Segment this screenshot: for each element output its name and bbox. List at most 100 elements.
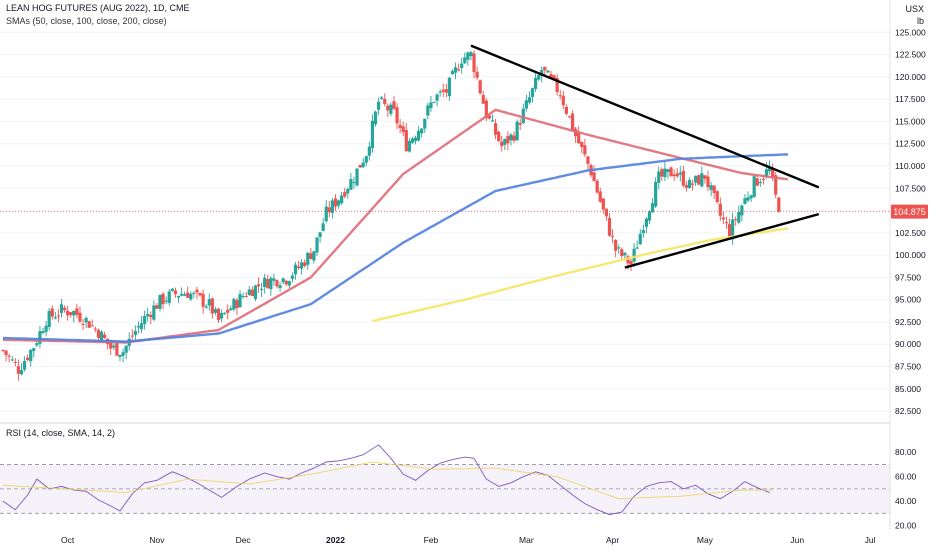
candle-body (380, 97, 384, 99)
candle-body (340, 195, 344, 204)
candle-body (515, 121, 519, 141)
trendline-lower (624, 212, 820, 269)
candle-body (4, 350, 8, 356)
candle-body (124, 345, 128, 353)
candle-body (663, 168, 667, 178)
candle-body (549, 74, 553, 78)
last-price-value: 104.875 (893, 207, 926, 217)
candle-body (561, 95, 565, 106)
candle-body (38, 331, 42, 344)
candle-body (143, 315, 147, 325)
candle-body (109, 342, 113, 349)
candle-body (75, 308, 79, 315)
candle-body (312, 251, 316, 261)
candle-body (767, 167, 772, 172)
candle-body (275, 280, 279, 287)
candle-body (734, 219, 738, 221)
candle-body (290, 275, 294, 279)
candle-body (139, 323, 144, 330)
candle-body (238, 294, 242, 308)
candle-body (247, 289, 251, 296)
candle-body (660, 169, 664, 177)
sma-200-line (372, 227, 789, 323)
price-axis[interactable]: 82.500 85.000 87.500 90.000 92.500 95.000 97.5… (895, 27, 926, 416)
candle-body (460, 63, 464, 69)
candle-body (146, 313, 150, 317)
sma-100-line (2, 153, 789, 343)
candle-body (426, 105, 430, 116)
candle-body (487, 115, 492, 119)
candle-body (570, 113, 575, 131)
rsi-tick-label: 40.00 (895, 496, 917, 506)
candle-body (641, 230, 645, 234)
candle-body (389, 104, 393, 114)
candle-body (93, 328, 97, 330)
candle-body (47, 311, 51, 327)
candle-body (718, 203, 722, 216)
candle-body (250, 289, 254, 297)
candle-body (84, 317, 88, 323)
candle-body (490, 120, 495, 122)
candle-body (195, 289, 199, 293)
candle-body (226, 309, 230, 313)
candle-body (681, 170, 685, 186)
candle-body (266, 279, 270, 289)
candle-body (87, 321, 91, 328)
time-tick-label: Dec (236, 535, 252, 545)
candle-body (438, 91, 442, 93)
candle-body (398, 124, 402, 129)
candle-body (364, 156, 368, 163)
candle-body (444, 89, 448, 93)
candle-body (512, 135, 516, 141)
candle-body (746, 197, 750, 201)
candle-body (413, 137, 418, 141)
candle-body (355, 168, 359, 186)
candle-body (475, 71, 479, 78)
candle-body (595, 180, 599, 193)
candle-body (712, 185, 716, 193)
chart-title: LEAN HOG FUTURES (AUG 2022), 1D, CME (6, 3, 190, 13)
rsi-tick-label: 60.00 (895, 472, 917, 482)
candle-body (373, 111, 378, 125)
candle-body (78, 312, 82, 322)
rsi-axis[interactable]: 20.00 40.00 60.00 80.00 (895, 447, 917, 530)
price-tick-label: 97.500 (895, 272, 921, 282)
time-axis[interactable]: Oct Nov Dec 2022 Feb Mar Apr May Jun Jul (61, 535, 876, 545)
currency-label[interactable]: USX (905, 4, 924, 14)
candle-body (524, 100, 528, 109)
candle-body (632, 248, 636, 262)
candle-body (752, 176, 756, 197)
price-tick-label: 115.000 (895, 116, 925, 126)
candle-body (300, 262, 304, 269)
candle-body (260, 288, 264, 290)
candle-body (179, 293, 184, 296)
candle-body (13, 361, 17, 363)
candle-body (35, 343, 39, 346)
candle-body (721, 217, 725, 220)
candle-body (32, 348, 36, 352)
sma-legend: SMAs (50, close, 100, close, 200, close) (6, 16, 167, 26)
candle-body (155, 305, 159, 309)
candle-body (293, 264, 298, 275)
rsi-layer (2, 444, 773, 516)
candle-body (638, 233, 642, 245)
candle-body (386, 105, 390, 111)
candle-body (244, 295, 248, 297)
candle-body (629, 261, 633, 265)
candle-body (635, 247, 639, 249)
candle-body (201, 293, 205, 307)
candle-body (601, 198, 605, 210)
candle-body (392, 101, 396, 109)
candle-body (219, 313, 224, 319)
candle-body (136, 325, 141, 328)
candle-body (229, 308, 233, 311)
candle-body (284, 280, 288, 285)
candle-body (161, 293, 165, 305)
time-tick-label: Oct (61, 535, 75, 545)
candle-body (435, 94, 439, 101)
candle-body (540, 69, 544, 76)
candle-body (530, 88, 535, 98)
candle-body (558, 95, 562, 97)
